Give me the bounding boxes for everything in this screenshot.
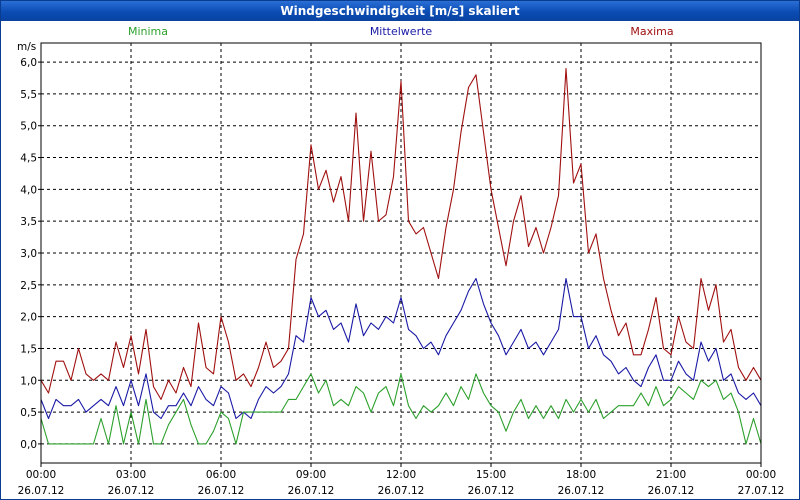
x-tick-date-label: 26.07.12 <box>108 485 155 497</box>
grid-layer <box>41 43 761 463</box>
y-tick-label: 0,5 <box>20 407 37 419</box>
y-tick-label: 5,0 <box>20 121 37 133</box>
series-line-maxima <box>40 67 762 400</box>
legend-maxima: Maxima <box>630 25 673 38</box>
x-tick-date-label: 26.07.12 <box>288 485 335 497</box>
x-tick-date-label: 26.07.12 <box>468 485 515 497</box>
y-tick-label: 3,0 <box>20 248 37 260</box>
x-tick-date-label: 26.07.12 <box>198 485 245 497</box>
x-tick-time-label: 00:00 <box>26 469 56 481</box>
x-tick-time-label: 15:00 <box>476 469 506 481</box>
y-tick-label: 1,0 <box>20 375 37 387</box>
series-layer <box>40 67 762 445</box>
y-tick-label: 0,0 <box>20 439 37 451</box>
x-tick-time-label: 06:00 <box>206 469 236 481</box>
x-tick-time-label: 03:00 <box>116 469 146 481</box>
x-tick-date-label: 26.07.12 <box>558 485 605 497</box>
x-tick-date-label: 27.07.12 <box>738 485 785 497</box>
series-line-mittelwerte <box>40 277 762 420</box>
wind-speed-chart: m/s Minima Mittelwerte Maxima 0,0 0,5 1,0 1… <box>17 25 785 497</box>
series-line-minima <box>40 373 762 445</box>
x-tick-time-label: 12:00 <box>386 469 416 481</box>
y-tick-label: 6,0 <box>20 57 37 69</box>
legend-minima: Minima <box>128 25 168 38</box>
x-tick-time-label: 00:00 <box>746 469 776 481</box>
y-tick-label: 1,5 <box>20 343 37 355</box>
y-tick-label: 4,0 <box>20 184 37 196</box>
y-tick-label: 4,5 <box>20 153 37 165</box>
y-tick-label: 5,5 <box>20 89 37 101</box>
tick-layer: 0,0 0,5 1,0 1,5 2,0 2,5 3,0 3,5 4,0 4,5 5,0 5,5 6,0 0… <box>18 57 785 497</box>
x-tick-date-label: 26.07.12 <box>648 485 695 497</box>
x-tick-time-label: 09:00 <box>296 469 326 481</box>
x-tick-time-label: 18:00 <box>566 469 596 481</box>
y-tick-label: 2,0 <box>20 312 37 324</box>
y-tick-label: 3,5 <box>20 216 37 228</box>
legend-mittelwerte: Mittelwerte <box>370 25 433 38</box>
y-axis-unit: m/s <box>17 41 36 53</box>
window-title: Windgeschwindigkeit [m/s] skaliert <box>1 1 799 21</box>
x-tick-date-label: 26.07.12 <box>378 485 425 497</box>
x-tick-date-label: 26.07.12 <box>18 485 65 497</box>
x-tick-time-label: 21:00 <box>656 469 686 481</box>
y-tick-label: 2,5 <box>20 280 37 292</box>
